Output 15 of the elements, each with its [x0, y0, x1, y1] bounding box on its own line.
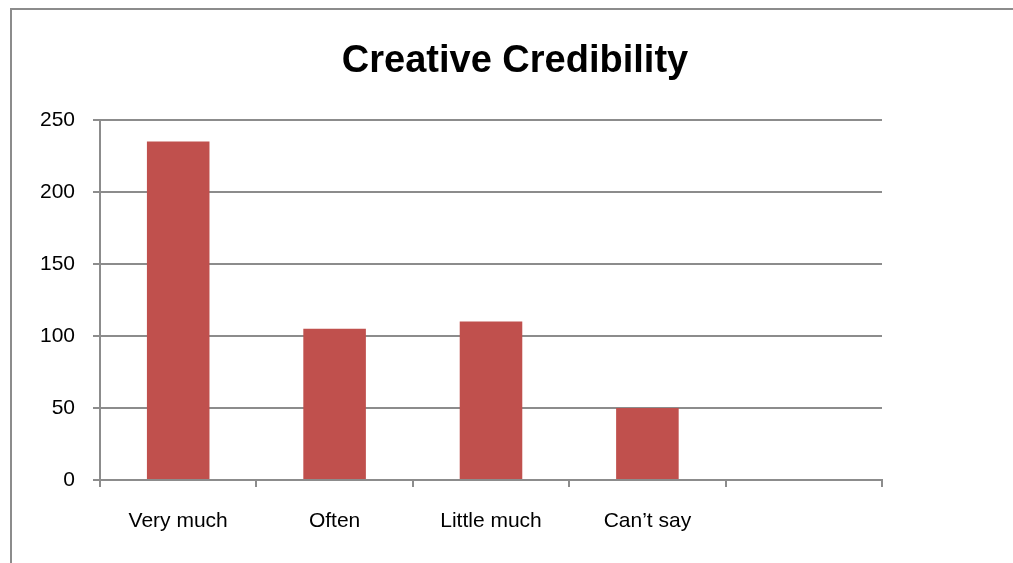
bar: [459, 321, 523, 479]
bar: [146, 141, 210, 479]
y-tick-label: 150: [39, 250, 75, 274]
y-tick-label: 250: [39, 106, 75, 130]
y-tick-label: 200: [39, 178, 75, 202]
x-tick-label: Very much: [128, 508, 228, 532]
x-tick-label: Can’t say: [603, 508, 692, 532]
chart-title: Creative Credibility: [340, 38, 690, 81]
y-tick-label: 50: [51, 394, 75, 418]
x-tick-label: Often: [308, 508, 361, 532]
y-tick-label: 0: [63, 466, 75, 490]
y-tick-label: 100: [39, 322, 75, 346]
bar: [616, 408, 679, 479]
bar: [303, 328, 366, 479]
x-tick-label: Little much: [440, 508, 542, 532]
